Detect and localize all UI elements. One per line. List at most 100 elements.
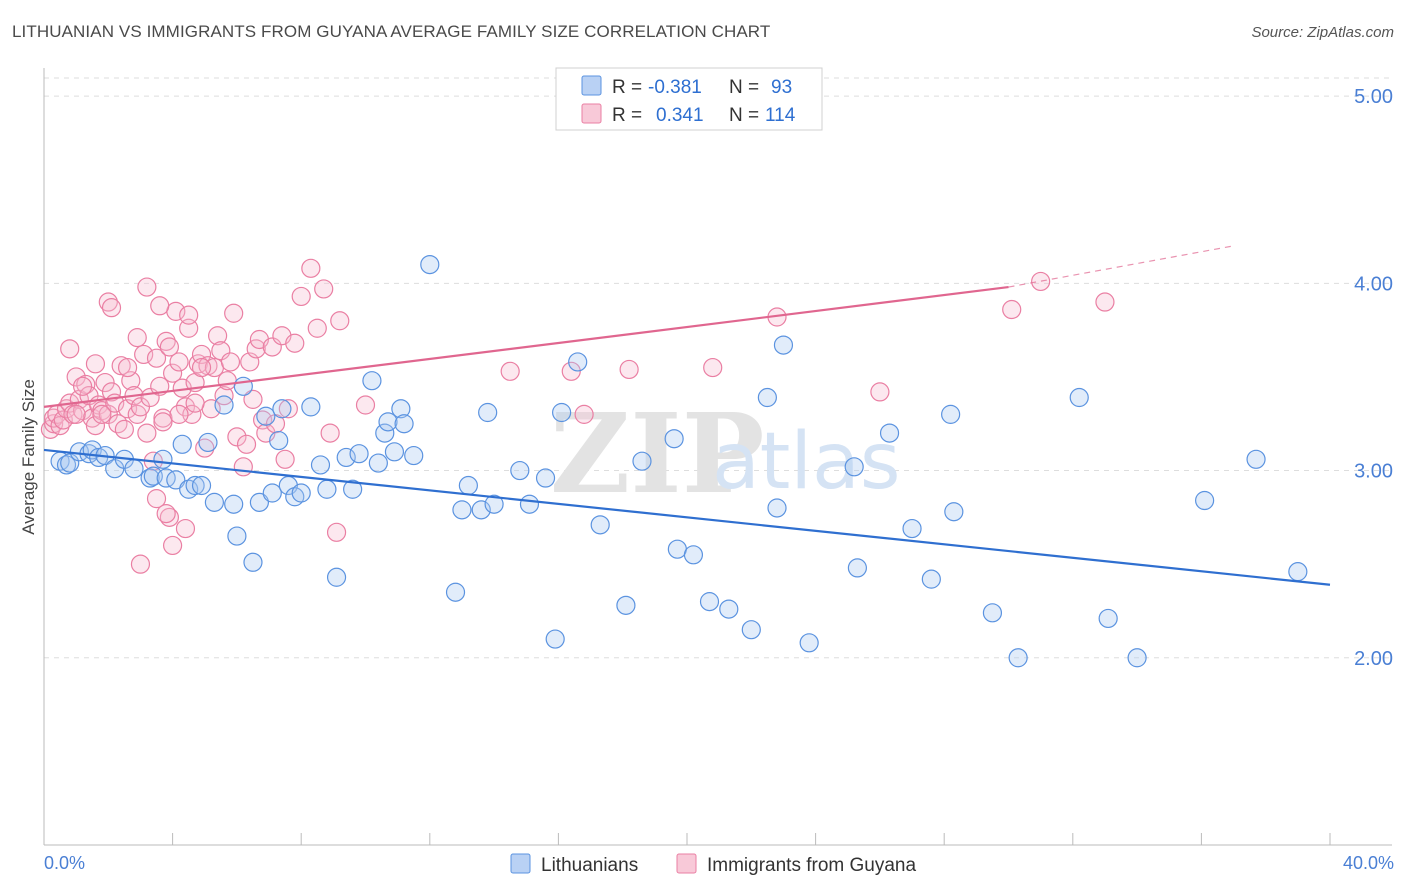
lithuanians-point-86	[1098, 608, 1118, 629]
trend-lines	[43, 245, 1331, 586]
guyana-point-71	[275, 449, 295, 469]
guyana-point-61	[236, 434, 257, 454]
y-tick-label-2: 4.00	[1354, 273, 1393, 295]
lithuanians-point-77	[847, 558, 867, 578]
guyana-point-82	[117, 357, 138, 378]
lithuanians-point-65	[632, 451, 652, 471]
lithuanians-point-84	[1008, 648, 1028, 668]
guyana-point-84	[130, 554, 151, 574]
guyana-point-94	[179, 305, 199, 325]
guyana-point-104	[574, 404, 594, 424]
guyana-point-95	[185, 393, 205, 413]
guyana-point-92	[169, 404, 189, 424]
trend-line-guyana	[43, 285, 1009, 408]
guyana-point-93	[175, 518, 196, 539]
lithuanians-point-43	[368, 453, 388, 473]
guyana-point-43	[175, 397, 196, 417]
x-axis-ticks	[43, 833, 1331, 845]
lithuanians-point-50	[420, 254, 440, 275]
guyana-point-59	[227, 427, 247, 447]
lithuanians-point-42	[362, 371, 382, 391]
guyana-point-83	[127, 328, 147, 348]
guyana-point-81	[101, 298, 122, 318]
guyana-point-20	[101, 382, 122, 402]
lithuanians-point-21	[204, 492, 224, 512]
lithuanians-point-58	[519, 494, 540, 514]
lithuanians-point-26	[243, 552, 263, 572]
lithuanians-point-81	[941, 404, 961, 424]
lithuanians-point-14	[156, 468, 176, 488]
lithuanians-point-36	[310, 455, 331, 475]
guyana-point-80	[98, 292, 118, 312]
series-lithuanians-points	[50, 254, 1308, 668]
guyana-point-58	[224, 303, 244, 323]
lithuanians-point-51	[445, 582, 466, 602]
guyana-point-73	[285, 333, 305, 353]
lithuanians-point-56	[484, 494, 504, 514]
lithuanians-point-61	[552, 402, 572, 423]
lithuanians-point-28	[256, 406, 276, 426]
lithuanians-point-60	[545, 629, 565, 649]
lithuanians-point-10	[124, 459, 144, 479]
guyana-point-108	[870, 382, 890, 402]
guyana-point-89	[156, 504, 176, 524]
lithuanians-point-16	[172, 434, 192, 454]
lithuanians-point-88	[1195, 490, 1215, 511]
y-tick-labels: 2.00 3.00 4.00 5.00	[1354, 86, 1393, 670]
lithuanians-point-27	[249, 492, 270, 512]
guyana-point-96	[191, 357, 212, 378]
guyana-point-2	[44, 408, 64, 428]
y-tick-label-1: 3.00	[1354, 461, 1393, 483]
lithuanians-point-75	[799, 633, 819, 653]
guyana-point-110	[1031, 271, 1051, 292]
legend-n-label-0: N =	[729, 77, 759, 98]
chart-title: LITHUANIAN VS IMMIGRANTS FROM GUYANA AVE…	[12, 22, 771, 41]
guyana-point-75	[301, 258, 321, 278]
guyana-point-88	[153, 412, 173, 432]
guyana-point-53	[208, 326, 228, 346]
series-guyana-points	[40, 258, 1115, 574]
guyana-point-30	[134, 344, 154, 365]
lithuanians-point-82	[944, 502, 964, 522]
guyana-point-91	[163, 535, 183, 556]
lithuanians-point-49	[404, 445, 424, 466]
guyana-point-102	[500, 361, 520, 381]
guyana-point-79	[326, 522, 347, 542]
lithuanians-point-80	[921, 569, 941, 589]
guyana-point-78	[320, 423, 340, 443]
lithuanians-point-83	[982, 603, 1003, 623]
lithuanians-point-69	[699, 592, 720, 612]
guyana-point-49	[195, 438, 215, 458]
lithuanians-point-18	[185, 475, 205, 496]
y-tick-label-3: 5.00	[1354, 86, 1393, 108]
guyana-point-72	[278, 399, 298, 419]
guyana-point-39	[163, 363, 183, 383]
lithuanians-point-90	[1288, 562, 1308, 582]
trend-line-lithuanians	[43, 448, 1331, 586]
lithuanians-point-37	[317, 479, 337, 499]
guyana-point-60	[233, 457, 253, 477]
lithuanians-point-85	[1069, 387, 1089, 408]
guyana-point-4	[50, 416, 70, 436]
lithuanians-point-11	[140, 468, 160, 488]
legend-swatch-pink	[581, 103, 602, 124]
guyana-point-37	[156, 331, 176, 351]
lithuanians-point-40	[343, 479, 363, 499]
lithuanians-point-34	[291, 483, 311, 503]
lithuanians-point-53	[458, 475, 478, 496]
bottom-legend-swatch-guyana	[676, 853, 697, 874]
guyana-point-100	[85, 354, 106, 374]
legend-swatch-blue	[581, 75, 602, 96]
legend-n-label-1: N =	[729, 105, 759, 126]
source-label: Source: ZipAtlas.com	[1251, 24, 1394, 41]
lithuanians-point-41	[349, 444, 369, 464]
lithuanians-point-35	[301, 397, 321, 417]
guyana-point-87	[150, 296, 170, 316]
lithuanians-point-76	[844, 457, 864, 477]
guyana-point-105	[619, 359, 639, 380]
guyana-point-18	[95, 372, 115, 393]
legend-r-label-0: R =	[612, 77, 642, 98]
guyana-point-109	[1002, 299, 1022, 320]
lithuanians-point-63	[590, 515, 610, 535]
